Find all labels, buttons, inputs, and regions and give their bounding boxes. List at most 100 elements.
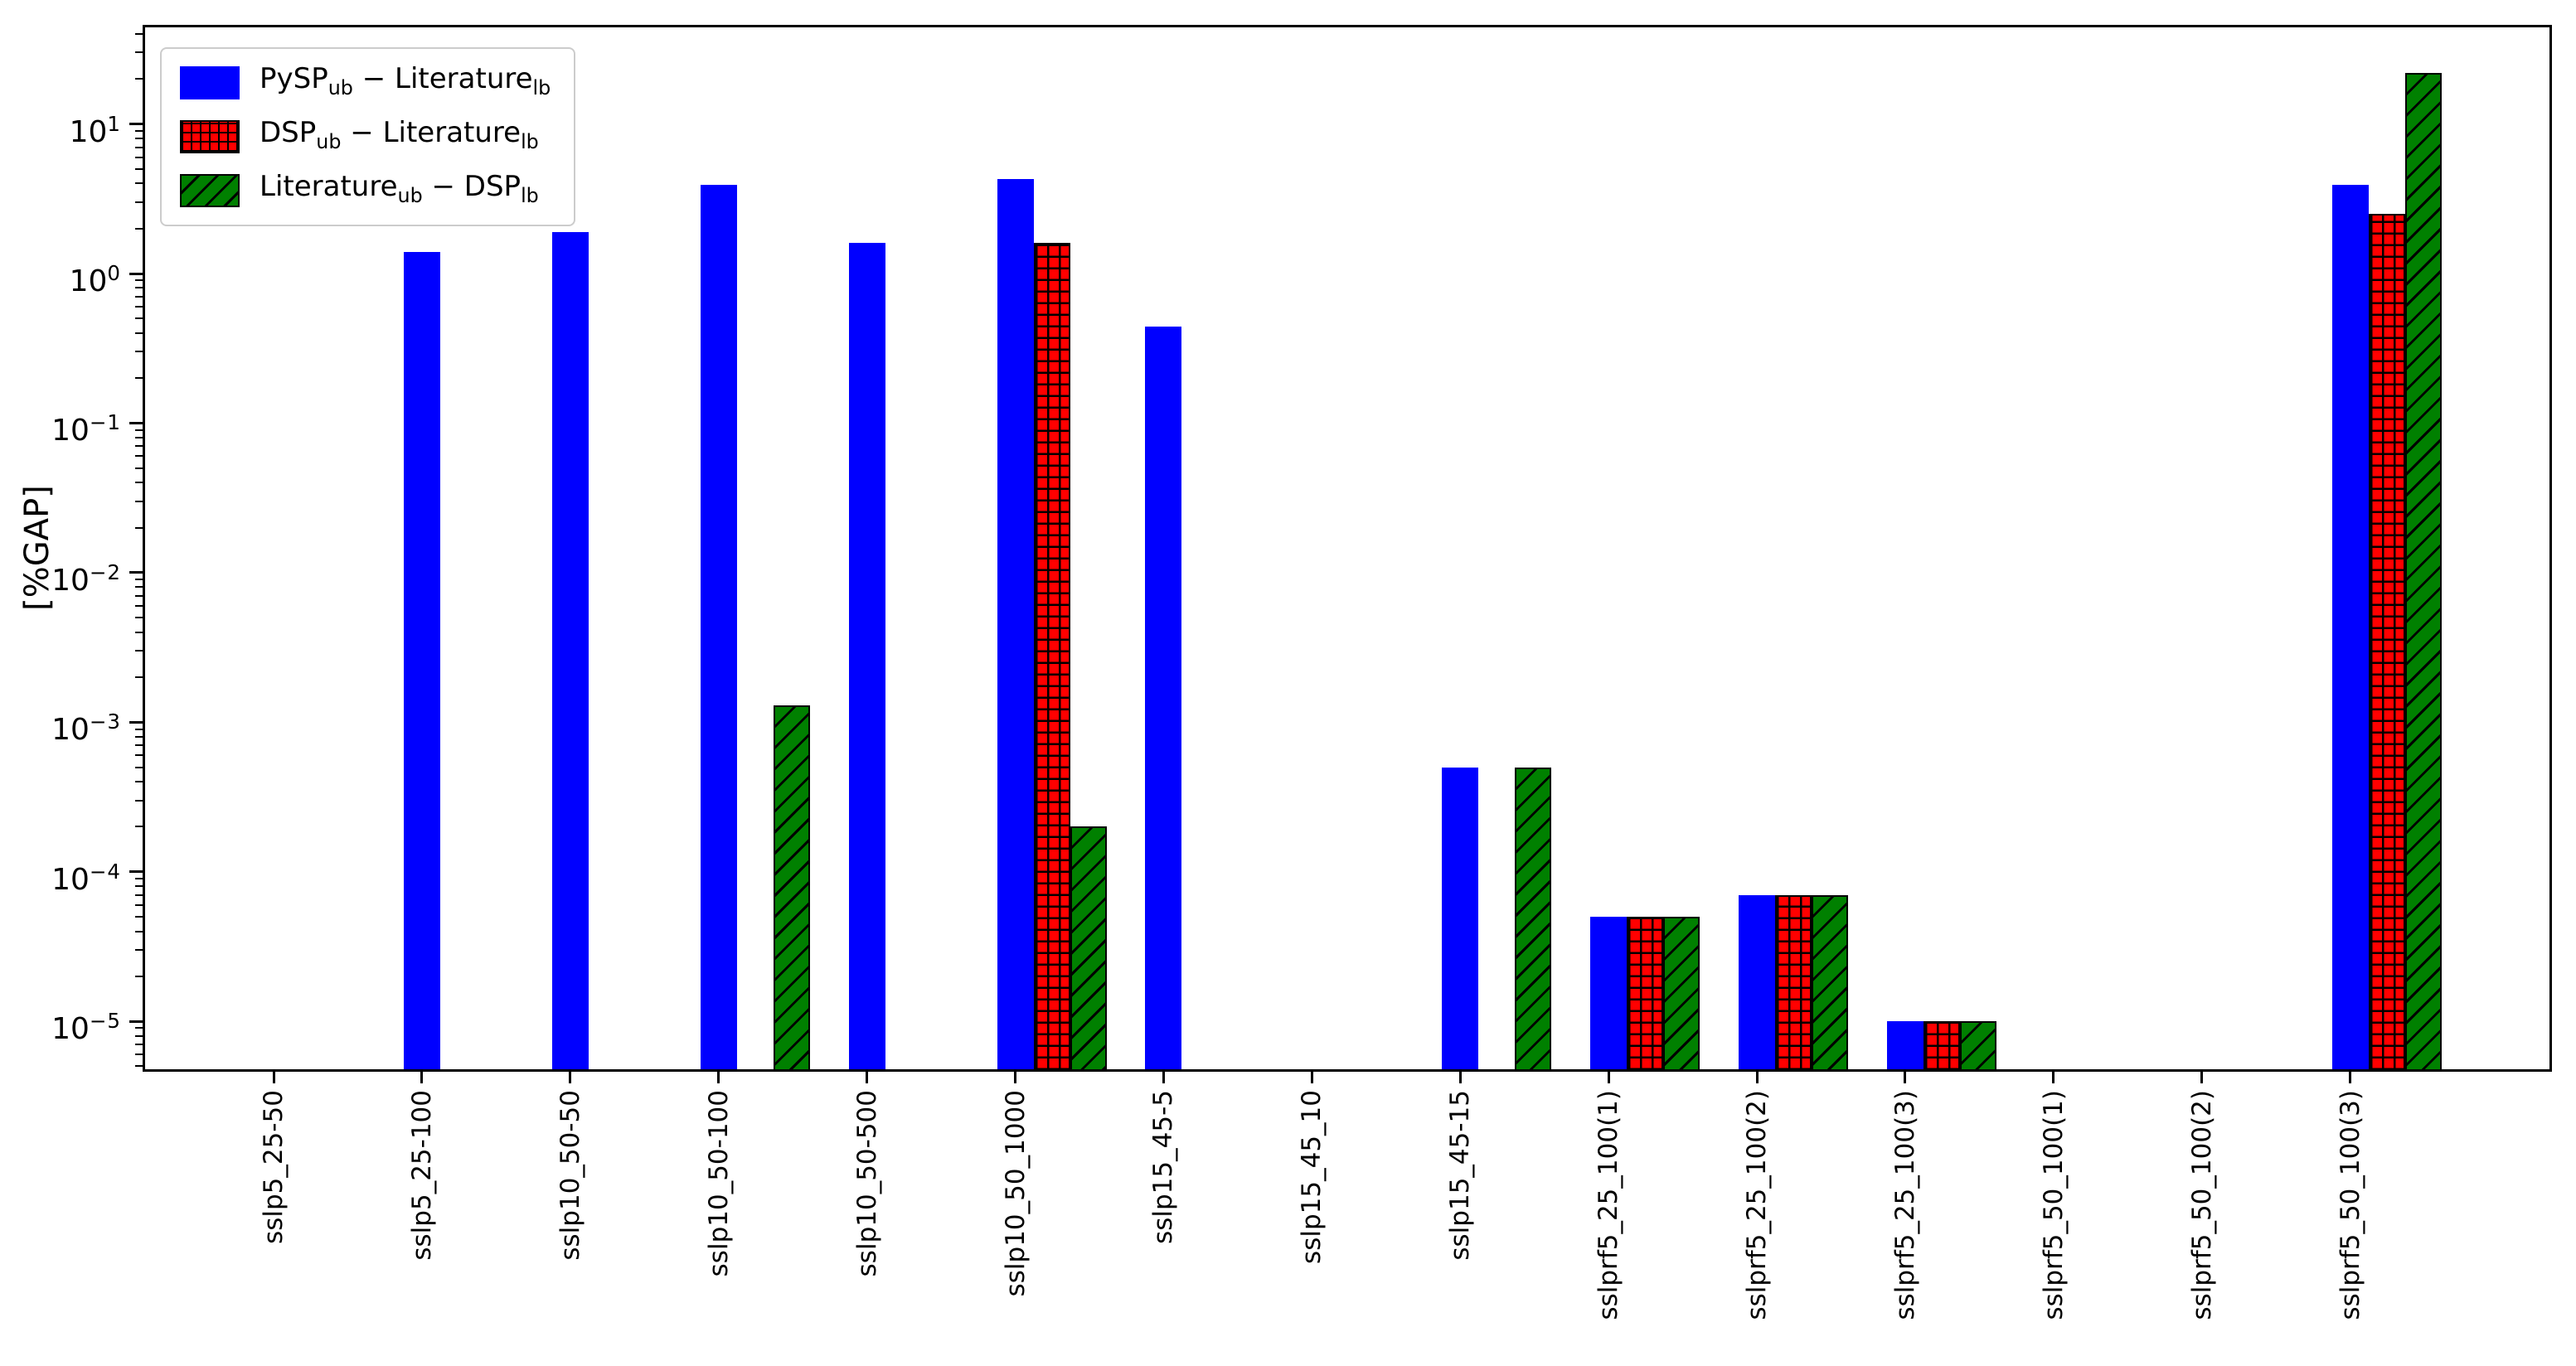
y-axis-minor-tick xyxy=(135,332,143,334)
y-axis-major-tick xyxy=(129,123,143,126)
legend-item: Literatureub − DSPlb xyxy=(180,170,551,212)
y-axis-tick-label: 10−2 xyxy=(51,559,121,598)
bar xyxy=(1739,894,1775,1072)
y-axis-tick-exponent: 1 xyxy=(107,111,121,136)
legend-label-subscript: ub xyxy=(316,129,342,153)
legend-item: PySPub − Literaturelb xyxy=(180,62,551,104)
y-axis-title-text: [%GAP] xyxy=(18,485,56,611)
bar xyxy=(1145,327,1182,1072)
legend-label-subscript: lb xyxy=(521,129,539,153)
bar xyxy=(773,705,810,1072)
y-axis-minor-tick xyxy=(135,617,143,619)
y-axis-title: [%GAP] xyxy=(18,485,144,611)
x-axis-tick xyxy=(866,1072,869,1083)
y-axis-minor-tick xyxy=(135,650,143,652)
y-axis-minor-tick xyxy=(135,586,143,589)
bar xyxy=(2331,185,2369,1072)
x-axis-tick-label-text: sslp15_45-15 xyxy=(1445,1090,1476,1261)
y-axis-minor-tick xyxy=(135,351,143,353)
x-axis-tick xyxy=(2200,1072,2204,1083)
x-axis-tick xyxy=(1607,1072,1610,1083)
bar xyxy=(1959,1021,1996,1072)
x-axis-tick-label-text: sslp10_50-50 xyxy=(555,1090,585,1261)
x-axis-tick-label: sslp10_50-50 xyxy=(555,1090,726,1261)
x-axis-tick-label-text: sslp10_50-100 xyxy=(703,1090,734,1277)
y-axis-minor-tick xyxy=(135,146,143,148)
y-axis-tick-exponent: −2 xyxy=(89,559,121,584)
y-axis-minor-tick xyxy=(135,467,143,469)
x-axis-tick-label-text: sslprf5_50_100(1) xyxy=(2038,1090,2069,1320)
y-axis-minor-tick xyxy=(135,78,143,80)
bar xyxy=(551,231,589,1072)
y-axis-major-tick xyxy=(129,272,143,275)
y-axis-minor-tick xyxy=(135,744,143,747)
y-axis-tick-exponent: 0 xyxy=(107,261,121,285)
y-axis-minor-tick xyxy=(135,579,143,581)
y-axis-minor-tick xyxy=(135,526,143,529)
y-axis-minor-tick xyxy=(135,287,143,289)
x-axis-tick-label-text: sslprf5_50_100(2) xyxy=(2186,1090,2217,1320)
x-axis-tick xyxy=(1755,1072,1759,1083)
x-axis-tick-label: sslp5_25-50 xyxy=(259,1090,413,1244)
x-axis-tick xyxy=(2052,1072,2055,1083)
legend: PySPub − Literaturelb DSPub − Literaturel… xyxy=(160,47,576,227)
y-axis-minor-tick xyxy=(135,949,143,952)
x-axis-tick-label-text: sslprf5_25_100(3) xyxy=(1890,1090,1920,1320)
y-axis-minor-tick xyxy=(135,138,143,140)
y-axis-minor-tick xyxy=(135,429,143,431)
y-axis-minor-tick xyxy=(135,877,143,879)
y-axis-minor-tick xyxy=(135,631,143,633)
bar xyxy=(2404,72,2442,1072)
y-axis-major-tick xyxy=(129,870,143,874)
y-axis-tick-exponent: −3 xyxy=(89,710,121,734)
x-axis-tick-label-text: sslp10_50_1000 xyxy=(1000,1090,1031,1297)
y-axis-minor-tick xyxy=(135,377,143,380)
y-axis-minor-tick xyxy=(135,728,143,730)
y-axis-minor-tick xyxy=(135,436,143,438)
y-axis-minor-tick xyxy=(135,500,143,502)
x-axis-tick xyxy=(420,1072,424,1083)
bar xyxy=(848,243,885,1072)
y-axis-minor-tick xyxy=(135,455,143,458)
legend-label: Literatureub − DSPlb xyxy=(260,169,539,207)
legend-label: DSPub − Literaturelb xyxy=(260,115,539,153)
legend-label-subscript: lb xyxy=(532,75,551,99)
x-axis-tick xyxy=(717,1072,720,1083)
y-axis-minor-tick xyxy=(135,1044,143,1046)
y-axis-minor-tick xyxy=(135,735,143,738)
bar xyxy=(1627,917,1664,1072)
y-axis-major-tick xyxy=(129,571,143,574)
y-axis-minor-tick xyxy=(135,1034,143,1037)
x-axis-tick-label: sslp15_45-5 xyxy=(1148,1090,1303,1244)
y-axis-minor-tick xyxy=(135,445,143,448)
y-axis-minor-tick xyxy=(135,894,143,896)
y-axis-minor-tick xyxy=(135,227,143,230)
y-axis-minor-tick xyxy=(135,51,143,54)
y-axis-minor-tick xyxy=(135,781,143,783)
x-axis-tick-label-text: sslp5_25-100 xyxy=(406,1090,437,1261)
bar xyxy=(1886,1021,1924,1072)
y-axis-minor-tick xyxy=(135,916,143,918)
y-axis-minor-tick xyxy=(135,32,143,35)
x-axis-tick-label-text: sslprf5_50_100(3) xyxy=(2335,1090,2365,1320)
y-axis-tick-exponent: −5 xyxy=(89,1009,121,1034)
y-axis-minor-tick xyxy=(135,182,143,185)
y-axis-tick-label: 10−1 xyxy=(51,410,121,448)
bar xyxy=(997,178,1034,1072)
x-axis-tick xyxy=(1904,1072,1907,1083)
x-axis-tick xyxy=(1310,1072,1313,1083)
y-axis-minor-tick xyxy=(135,754,143,757)
y-axis-major-tick xyxy=(129,1020,143,1023)
x-axis-tick xyxy=(1162,1072,1165,1083)
x-axis-tick-label: sslp15_45-15 xyxy=(1445,1090,1616,1261)
x-axis-tick xyxy=(1458,1072,1462,1083)
bar xyxy=(2368,214,2405,1072)
bar xyxy=(1590,917,1628,1072)
legend-label-subscript: ub xyxy=(327,75,353,99)
y-axis-major-tick xyxy=(129,421,143,424)
y-axis-minor-tick xyxy=(135,1065,143,1068)
x-axis-tick-label-text: sslp5_25-50 xyxy=(259,1090,289,1244)
x-axis-tick xyxy=(272,1072,275,1083)
y-axis-minor-tick xyxy=(135,295,143,298)
y-axis-tick-label: 10−4 xyxy=(51,859,121,897)
